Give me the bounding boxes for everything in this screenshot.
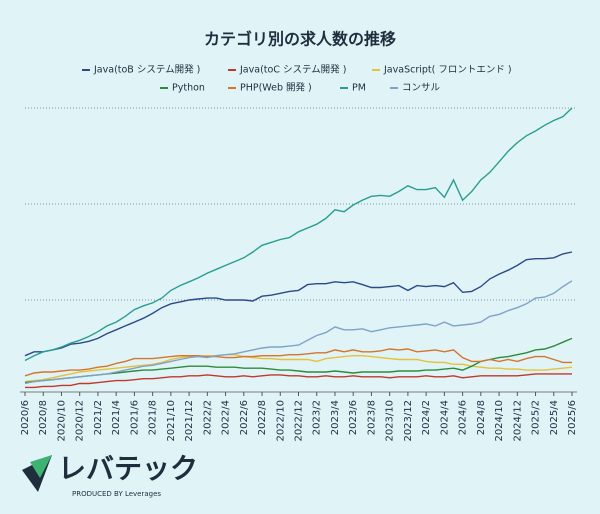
x-tick-label: 2022/10 xyxy=(275,400,286,442)
logo-tagline: PRODUCED BY Leverages xyxy=(72,490,161,498)
x-tick-label: 2025/6 xyxy=(567,400,578,435)
x-tick-label: 2022/4 xyxy=(221,400,232,435)
x-tick-label: 2022/12 xyxy=(294,400,305,442)
x-tick-label: 2024/6 xyxy=(458,400,469,435)
x-tick-label: 2022/6 xyxy=(239,400,250,435)
legend-label: PHP(Web 開発 ) xyxy=(240,82,312,94)
x-tick-label: 2021/8 xyxy=(148,400,159,435)
x-tick-label: 2023/8 xyxy=(366,400,377,435)
x-tick-label: 2023/12 xyxy=(403,400,414,442)
x-tick-label: 2024/4 xyxy=(439,400,450,435)
series-line xyxy=(24,280,573,385)
x-tick-label: 2023/2 xyxy=(312,400,323,435)
x-tick-label: 2024/12 xyxy=(512,400,523,442)
series-line xyxy=(24,354,573,383)
x-tick-label: 2024/8 xyxy=(476,400,487,435)
x-tick-label: 2024/10 xyxy=(494,400,505,442)
x-tick-label: 2022/8 xyxy=(257,400,268,435)
series-line xyxy=(24,348,572,377)
legend-label: コンサル xyxy=(402,83,441,94)
series-line xyxy=(24,251,573,357)
x-tick-label: 2023/10 xyxy=(385,400,396,442)
chart-title: カテゴリ別の求人数の推移 xyxy=(204,30,396,49)
x-tick-label: 2023/4 xyxy=(330,400,341,435)
x-tick-label: 2020/12 xyxy=(75,400,86,442)
legend-label: JavaScript( フロントエンド ) xyxy=(383,65,512,76)
x-tick-label: 2024/2 xyxy=(421,400,432,435)
logo-mark xyxy=(30,455,52,478)
x-tick-label: 2021/4 xyxy=(111,400,122,435)
x-tick-label: 2021/12 xyxy=(184,400,195,442)
x-tick-label: 2020/8 xyxy=(38,400,49,435)
logo: レバテック PRODUCED BY Leverages xyxy=(22,452,198,498)
x-tick-label: 2025/2 xyxy=(531,400,542,435)
series-line xyxy=(24,107,573,362)
legend-label: Java(toC システム開発 ) xyxy=(239,64,346,76)
x-tick-label: 2021/10 xyxy=(166,400,177,442)
x-tick-label: 2023/6 xyxy=(348,400,359,435)
legend-label: Python xyxy=(172,83,205,94)
x-tick-label: 2020/6 xyxy=(20,400,31,435)
x-tick-label: 2020/10 xyxy=(56,400,67,442)
x-tick-label: 2025/4 xyxy=(549,400,560,435)
x-tick-label: 2021/6 xyxy=(129,400,140,435)
x-tick-label: 2022/2 xyxy=(202,400,213,435)
legend-label: Java(toB システム開発 ) xyxy=(93,64,200,76)
logo-name: レバテック xyxy=(58,452,198,485)
x-tick-label: 2021/2 xyxy=(93,400,104,435)
series-line xyxy=(25,373,572,389)
legend-label: PM xyxy=(352,83,366,94)
